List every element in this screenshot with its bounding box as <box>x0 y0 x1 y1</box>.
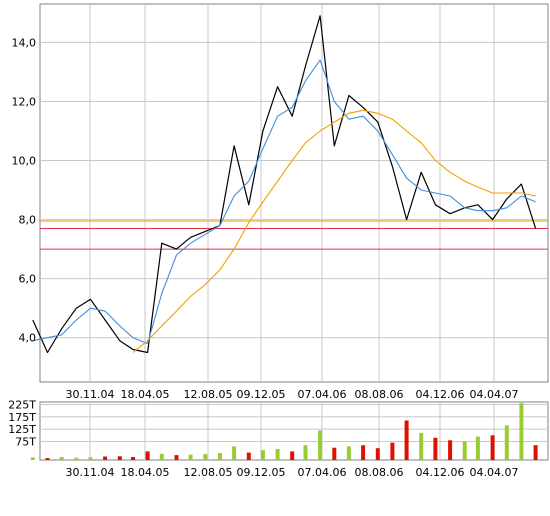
volume-bar <box>490 435 495 460</box>
price-x-tick-label: 18.04.05 <box>121 388 170 401</box>
volume-x-tick-label: 12.08.05 <box>184 466 233 479</box>
volume-bar <box>30 457 35 460</box>
volume-bar <box>519 403 524 460</box>
price-line <box>32 15 537 354</box>
volume-x-tick-label: 07.04.06 <box>298 466 347 479</box>
price-plot-frame <box>39 3 549 383</box>
volume-bar <box>404 420 409 460</box>
volume-bar <box>390 442 395 460</box>
volume-bar <box>375 448 380 460</box>
volume-bar <box>117 456 122 460</box>
price-x-tick-label: 04.04.07 <box>470 388 519 401</box>
volume-bar <box>260 450 265 460</box>
volume-x-tick-label: 04.04.07 <box>470 466 519 479</box>
volume-bars <box>30 403 538 460</box>
volume-x-tick-label: 04.12.06 <box>416 466 465 479</box>
volume-bar <box>217 453 222 460</box>
price-panel: 4,0 6,0 8,0 10,0 12,0 14,0 30.11.04 18.04.05 12… <box>12 3 549 401</box>
volume-bar <box>59 457 64 460</box>
price-reference-lines <box>40 220 548 250</box>
price-x-ticks: 30.11.04 18.04.05 12.08.05 09.12.05 07.04.06… <box>66 388 519 401</box>
volume-y-tick-label: 125T <box>8 423 36 436</box>
volume-x-tick-label: 08.08.06 <box>355 466 404 479</box>
volume-y-tick-label: 175T <box>8 411 36 424</box>
price-y-tick-label: 14,0 <box>12 36 37 49</box>
volume-bar <box>131 457 135 460</box>
volume-bar <box>174 455 179 460</box>
price-y-tick-label: 6,0 <box>19 273 37 286</box>
price-y-tick-label: 4,0 <box>19 332 37 345</box>
volume-bar <box>246 452 251 460</box>
volume-bar <box>159 453 164 460</box>
volume-bar <box>361 445 366 460</box>
volume-bar <box>74 457 79 460</box>
volume-x-tick-label: 30.11.04 <box>66 466 115 479</box>
volume-bar <box>433 437 438 460</box>
volume-bar <box>419 432 424 460</box>
volume-y-tick-label: 225T <box>8 398 36 411</box>
volume-bar <box>332 447 337 460</box>
price-y-tick-label: 10,0 <box>12 155 37 168</box>
volume-bar <box>88 457 93 460</box>
volume-x-tick-label: 18.04.05 <box>121 466 170 479</box>
price-y-ticks: 4,0 6,0 8,0 10,0 12,0 14,0 <box>12 36 37 344</box>
volume-bar <box>203 454 208 460</box>
volume-bar <box>232 446 237 460</box>
volume-bar <box>290 451 295 460</box>
volume-bar <box>475 436 480 460</box>
volume-bar <box>45 458 50 460</box>
price-x-tick-label: 08.08.06 <box>355 388 404 401</box>
volume-x-tick-label: 09.12.05 <box>237 466 286 479</box>
volume-bar <box>303 445 308 460</box>
volume-bar <box>145 451 150 460</box>
price-x-tick-label: 09.12.05 <box>237 388 286 401</box>
volume-y-tick-label: 75T <box>15 435 36 448</box>
price-x-tick-label: 07.04.06 <box>298 388 347 401</box>
volume-x-ticks: 30.11.04 18.04.05 12.08.05 09.12.05 07.04.06… <box>66 466 519 479</box>
price-series-group <box>32 15 537 354</box>
volume-plot-frame <box>39 401 549 461</box>
volume-bar <box>188 454 193 460</box>
short-moving-average-line <box>32 59 536 345</box>
price-y-tick-label: 12,0 <box>12 95 37 108</box>
volume-bar <box>275 448 280 460</box>
volume-bar <box>318 430 323 460</box>
volume-bar <box>504 425 509 460</box>
volume-bar <box>533 445 538 460</box>
volume-bar <box>448 440 453 460</box>
price-x-tick-label: 12.08.05 <box>184 388 233 401</box>
long-moving-average-line <box>132 109 536 353</box>
volume-bar <box>462 441 467 460</box>
volume-bar <box>346 446 351 460</box>
price-y-tick-label: 8,0 <box>19 214 37 227</box>
price-x-tick-label: 04.12.06 <box>416 388 465 401</box>
price-x-tick-label: 30.11.04 <box>66 388 115 401</box>
volume-bar <box>103 456 108 460</box>
